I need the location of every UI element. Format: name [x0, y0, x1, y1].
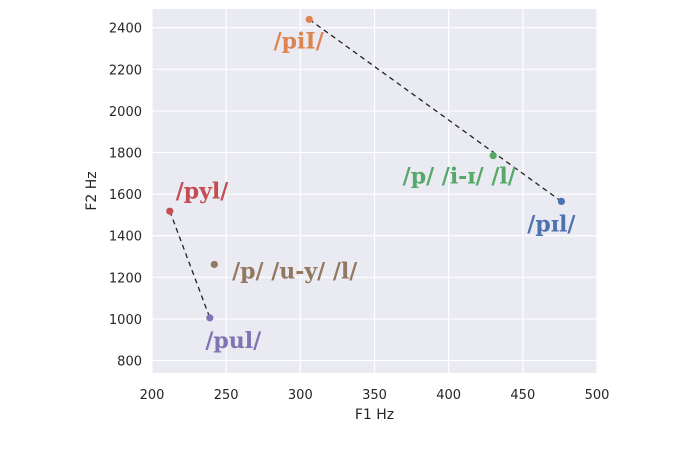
- y-tick-label: 800: [117, 355, 142, 370]
- x-tick-label: 450: [510, 388, 535, 403]
- point-annotation: /p/ /i-ɪ/ /l/: [403, 164, 517, 190]
- y-tick-label: 1000: [109, 313, 142, 328]
- y-tick-label: 2000: [109, 105, 142, 120]
- x-tick-labels: 200 250 300 350 400 450 500: [140, 388, 610, 403]
- data-point: [489, 152, 497, 160]
- y-tick-label: 2200: [109, 63, 142, 78]
- y-axis-label: F2 Hz: [84, 171, 100, 210]
- grid-lines: [151, 9, 598, 373]
- y-tick-labels: 800 1000 1200 1400 1600 1800 2000 2200 2400: [109, 22, 142, 370]
- data-point: [166, 207, 174, 215]
- point-annotation: /p/ /u-y/ /l/: [232, 258, 358, 284]
- y-tick-label: 1400: [109, 230, 142, 245]
- data-point: [557, 197, 566, 205]
- y-tick-label: 1600: [109, 188, 142, 203]
- point-annotation: /pɪl/: [527, 212, 576, 238]
- data-point: [305, 15, 313, 23]
- connector-lines: [169, 18, 562, 319]
- x-tick-label: 400: [436, 388, 461, 403]
- x-axis-label: F1 Hz: [355, 407, 394, 423]
- x-tick-label: 300: [288, 388, 313, 403]
- annotations: /piI/ /p/ /i-ɪ/ /l/ /pɪl/ /pyl/ /p/ /u-y/ /l…: [176, 29, 577, 355]
- point-annotation: /pyl/: [176, 178, 230, 204]
- point-annotation: /piI/: [274, 29, 325, 55]
- connector-line: [169, 210, 211, 319]
- y-tick-label: 1800: [109, 147, 142, 162]
- x-tick-label: 350: [362, 388, 387, 403]
- x-tick-label: 200: [140, 388, 165, 403]
- x-tick-label: 250: [214, 388, 239, 403]
- y-tick-label: 2400: [109, 22, 142, 37]
- data-point: [206, 314, 214, 322]
- data-point: [210, 260, 218, 269]
- x-tick-label: 500: [585, 388, 610, 403]
- connector-line: [308, 18, 562, 202]
- point-annotation: /pul/: [205, 328, 262, 354]
- data-points: [166, 15, 566, 322]
- y-tick-label: 1200: [109, 271, 142, 286]
